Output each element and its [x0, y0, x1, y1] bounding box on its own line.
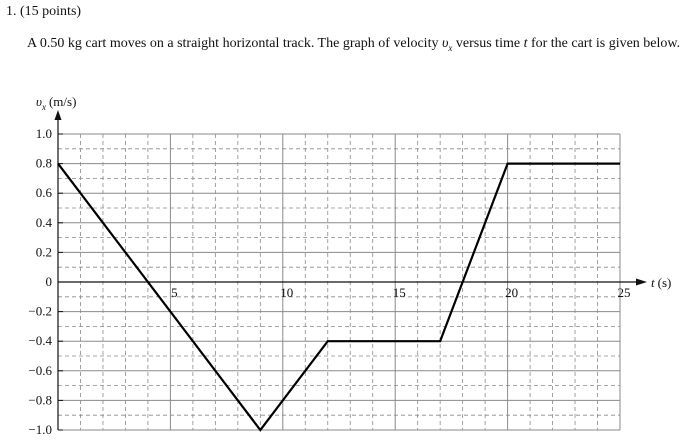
velocity-line: [57, 162, 620, 432]
question-text: A 0.50 kg cart moves on a straight horiz…: [27, 34, 682, 58]
x-tick-label: 20: [505, 285, 518, 300]
question-header: 1. (15 points): [6, 4, 81, 20]
y-tick-label: 0.4: [36, 215, 53, 230]
y-tick-label: 0.6: [36, 185, 53, 200]
y-axis-symbol: υ: [36, 94, 42, 109]
y-tick-label: 0.2: [36, 244, 52, 259]
x-tick-label: 25: [618, 285, 631, 300]
y-axis-arrow: [54, 110, 62, 120]
y-axis-label: υx (m/s): [36, 94, 76, 112]
y-axis-unit: (m/s): [49, 94, 76, 109]
y-tick-label: −1.0: [28, 422, 52, 437]
question-text-part-3: for the cart is given below.: [527, 36, 681, 51]
y-axis-subscript: x: [41, 102, 46, 112]
x-axis-label: t (s): [651, 275, 671, 290]
vx-symbol: υ: [441, 36, 449, 51]
data-series: [57, 162, 620, 432]
y-tick-label: 0: [46, 274, 53, 289]
y-tick-label: −0.6: [28, 363, 52, 378]
x-axis-unit: (s): [658, 275, 672, 290]
x-tick-label: 15: [393, 285, 406, 300]
velocity-time-chart: 1.0 0.8 0.6 0.4 0.2 0 −0.2 −0.4 −0.6 −0.8 −1.0 5 10 1…: [28, 94, 671, 437]
x-axis-arrow: [636, 278, 647, 286]
y-tick-label: −0.2: [28, 304, 52, 319]
x-tick-label: 10: [280, 285, 293, 300]
t-symbol: t: [523, 36, 528, 51]
y-tick-label: 0.8: [36, 156, 52, 171]
x-tick-label: 5: [171, 285, 178, 300]
y-tick-label: 1.0: [36, 126, 52, 141]
question-text-part-2: versus time: [452, 36, 524, 51]
axes: [54, 110, 647, 431]
x-axis-symbol: t: [651, 275, 655, 290]
tick-labels: 1.0 0.8 0.6 0.4 0.2 0 −0.2 −0.4 −0.6 −0.8 −1.0 5 10 1…: [28, 126, 630, 437]
y-tick-label: −0.8: [28, 392, 52, 407]
question-points: (15 points): [20, 4, 82, 19]
vx-subscript: x: [448, 42, 453, 53]
y-tick-label: −0.4: [28, 333, 52, 348]
question-text-part-1: A 0.50 kg cart moves on a straight horiz…: [27, 36, 442, 51]
question-number: 1.: [6, 4, 17, 19]
